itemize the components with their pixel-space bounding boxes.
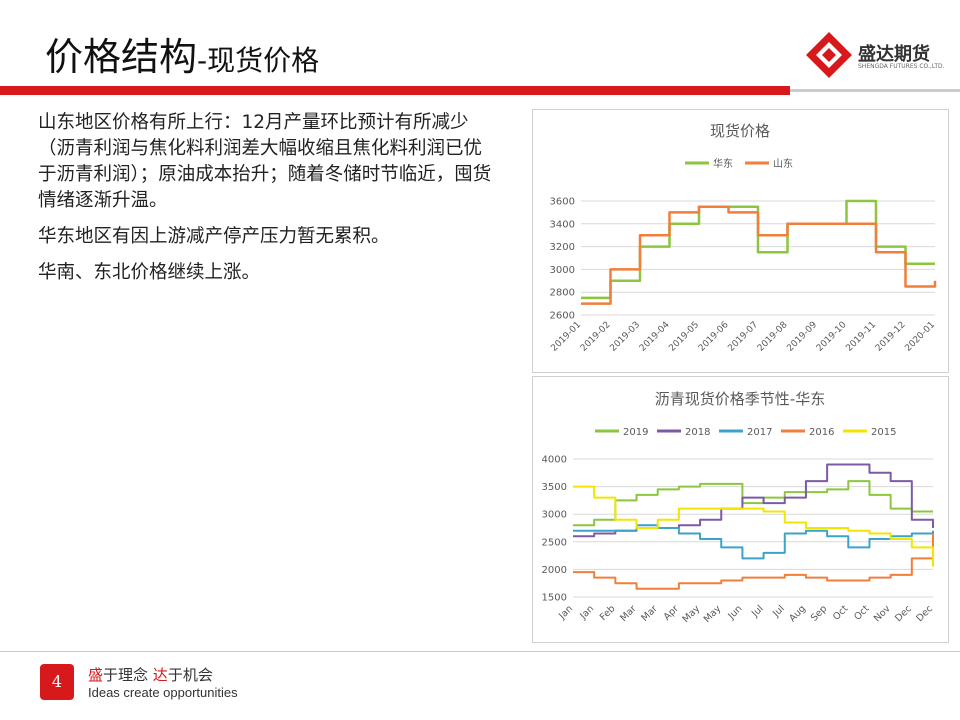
logo-english: SHENGDA FUTURES CO.,LTD.	[858, 63, 945, 70]
y-tick-label: 3500	[542, 482, 567, 493]
y-tick-label: 2000	[542, 565, 567, 576]
logo-mark-icon	[806, 32, 852, 78]
x-tick-label: 2019-11	[844, 320, 878, 354]
company-logo: 盛达期货 SHENGDA FUTURES CO.,LTD.	[804, 30, 945, 80]
paragraph-huadong: 华东地区有因上游减产停产压力暂无累积。	[38, 226, 390, 247]
legend-label-华东: 华东	[713, 157, 733, 170]
footer-slogan-en: Ideas create opportunities	[88, 685, 238, 700]
y-tick-label: 2800	[550, 288, 575, 299]
footer-slogan-cn: 盛于理念 达于机会	[88, 664, 213, 685]
x-tick-label: Aug	[787, 603, 808, 624]
header-red-bar	[0, 86, 790, 95]
chart-title: 现货价格	[710, 122, 770, 140]
legend-label-2017: 2017	[747, 427, 772, 438]
x-tick-label: Apr	[662, 603, 681, 622]
slogan-text-1: 于理念	[103, 666, 153, 684]
x-tick-label: Mar	[639, 603, 660, 624]
x-tick-label: Jul	[749, 603, 766, 620]
x-tick-label: May	[702, 603, 724, 625]
y-tick-label: 2500	[542, 537, 567, 548]
x-tick-label: Jun	[726, 603, 745, 622]
x-tick-label: Nov	[872, 603, 893, 624]
y-tick-label: 3000	[542, 510, 567, 521]
x-tick-label: May	[681, 603, 703, 625]
x-tick-label: 2019-04	[638, 320, 672, 354]
x-tick-label: 2019-05	[667, 320, 701, 354]
x-tick-label: Oct	[831, 603, 851, 623]
legend-label-山东: 山东	[773, 157, 793, 170]
y-tick-label: 3200	[550, 242, 575, 253]
series-line-2015	[573, 485, 934, 567]
x-tick-label: 2019-01	[549, 320, 583, 354]
series-line-山东	[581, 205, 937, 305]
y-tick-label: 3600	[550, 197, 575, 208]
paragraph-huanan: 华南、东北价格继续上涨。	[38, 262, 261, 283]
x-tick-label: 2019-07	[726, 320, 760, 354]
body-text: 山东地区价格有所上行：12月产量环比预计有所减少（沥青利润与焦化料利润差大幅收缩…	[38, 110, 498, 296]
y-tick-label: 3400	[550, 219, 575, 230]
x-tick-label: Dec	[893, 603, 914, 624]
x-tick-label: 2019-09	[785, 320, 819, 354]
y-tick-label: 3000	[550, 265, 575, 276]
seasonal-chart-panel: 沥青现货价格季节性-华东 2019 2018 2017 2016 2015 1500 2000…	[532, 376, 949, 643]
series-line-2016	[573, 533, 934, 590]
logo-name: 盛达期货	[858, 44, 930, 65]
x-tick-label: Jul	[770, 603, 787, 620]
header-gray-bar	[790, 89, 960, 92]
paragraph-shandong: 山东地区价格有所上行：12月产量环比预计有所减少（沥青利润与焦化料利润差大幅收缩…	[38, 112, 492, 211]
x-tick-label: 2019-03	[608, 320, 642, 354]
x-tick-label: Mar	[618, 603, 639, 624]
x-tick-label: Feb	[598, 603, 618, 623]
slide-title: 价格结构-现货价格	[45, 26, 319, 81]
slogan-char-2: 达	[152, 666, 168, 684]
spot-price-chart-panel: 现货价格 华东 山东 2600 2800 3000 3200 3400 3600 2019-01 2…	[532, 109, 949, 373]
slide-title-sub: -现货价格	[197, 44, 320, 77]
series-line-2019	[573, 480, 933, 527]
seasonal-price-chart: 沥青现货价格季节性-华东 2019 2018 2017 2016 2015 1500 2000…	[542, 390, 936, 625]
y-tick-label: 2600	[550, 311, 575, 322]
x-tick-label: Jan	[577, 603, 596, 622]
slogan-char-1: 盛	[88, 666, 104, 684]
x-tick-label: 2020-01	[903, 320, 937, 354]
x-tick-label: Jan	[556, 603, 575, 622]
legend-label-2019: 2019	[623, 427, 648, 438]
chart-title: 沥青现货价格季节性-华东	[655, 390, 825, 408]
legend-label-2015: 2015	[871, 427, 896, 438]
footer-divider	[0, 651, 960, 652]
x-tick-label: 2019-06	[697, 320, 731, 354]
x-tick-label: Sep	[809, 603, 829, 623]
y-tick-label: 1500	[542, 593, 567, 604]
slogan-text-2: 于机会	[167, 666, 213, 684]
x-tick-label: Oct	[852, 603, 872, 623]
page-number-badge: 4	[40, 664, 74, 700]
slide-title-main: 价格结构	[45, 35, 198, 79]
legend-label-2016: 2016	[809, 427, 834, 438]
legend-label-2018: 2018	[685, 427, 710, 438]
x-tick-label: Dec	[914, 603, 935, 624]
x-tick-label: 2019-02	[579, 320, 613, 354]
x-tick-label: 2019-12	[874, 320, 908, 354]
y-tick-label: 4000	[542, 455, 567, 466]
x-tick-label: 2019-10	[815, 320, 849, 354]
x-tick-label: 2019-08	[756, 320, 790, 354]
